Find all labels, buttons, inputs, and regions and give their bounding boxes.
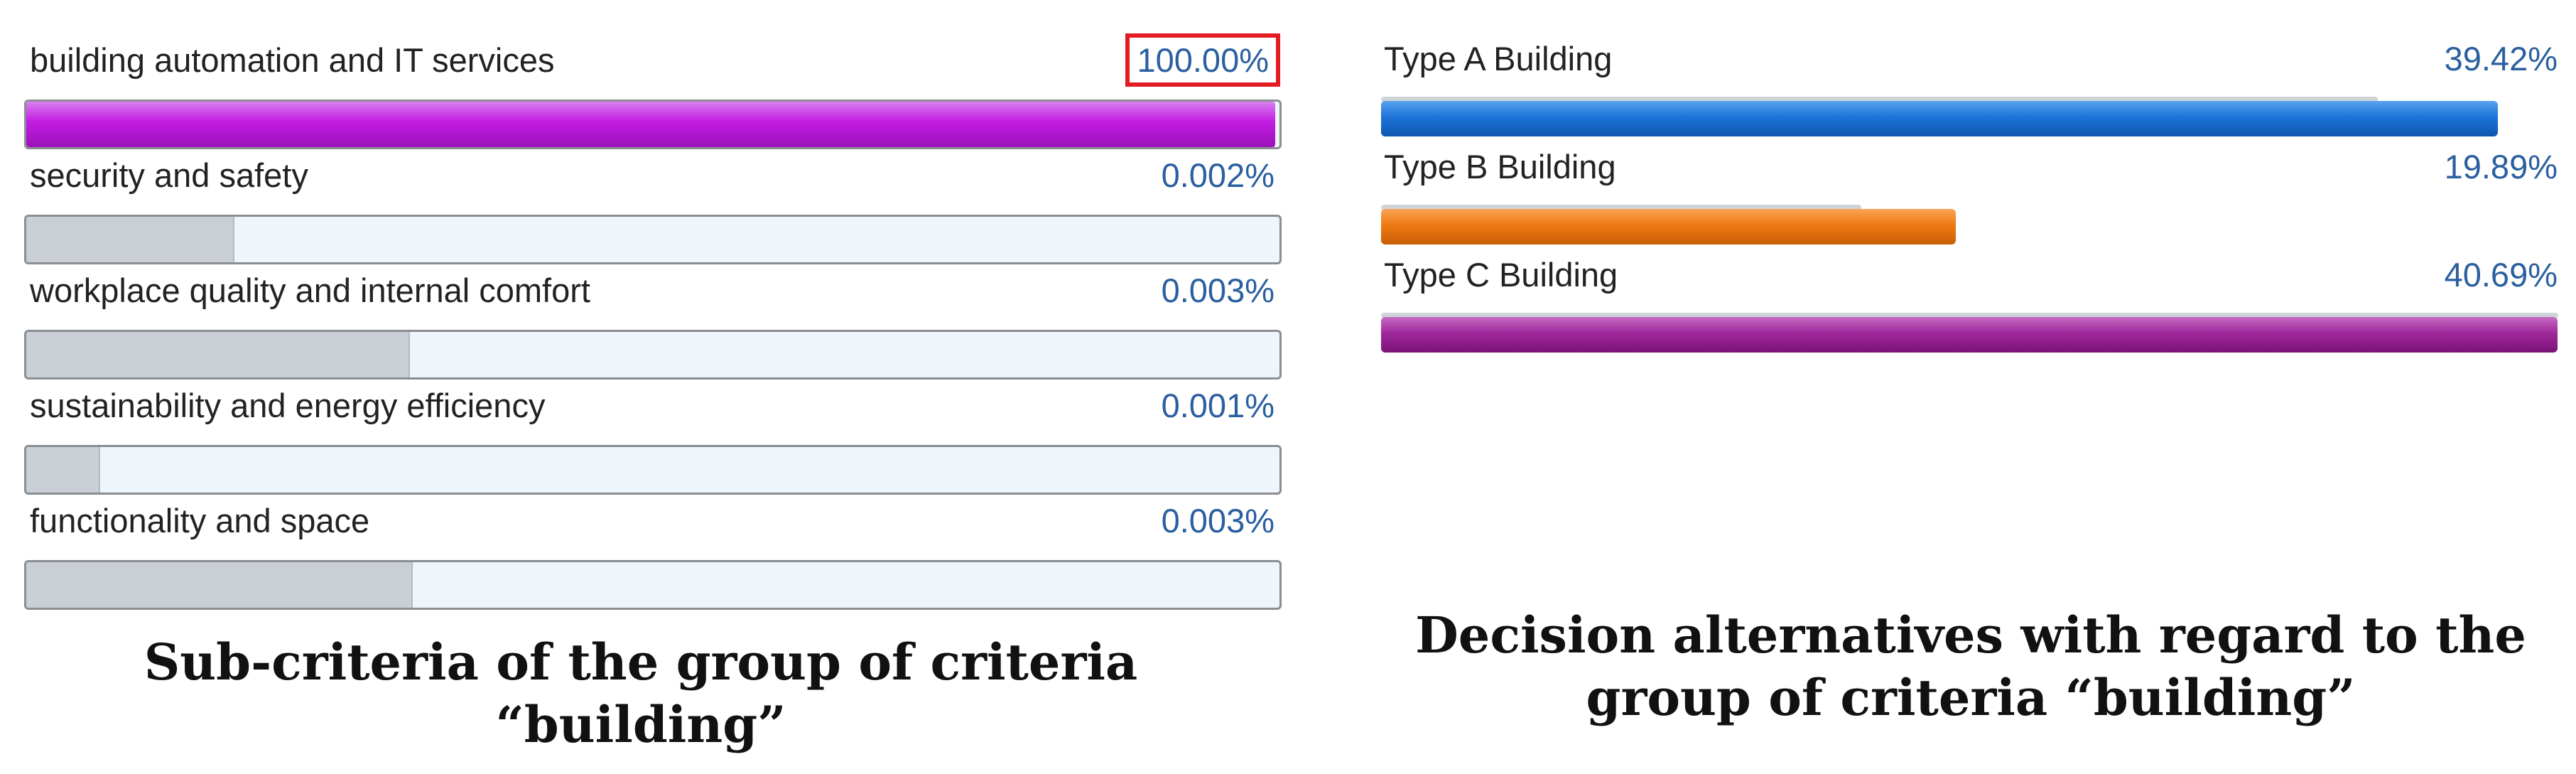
alternatives-caption: Decision alternatives with regard to the… [1415, 606, 2526, 727]
criteria-bar-reference [26, 332, 411, 377]
criteria-bar-fill [26, 102, 1275, 147]
criteria-value-label: 0.001% [1161, 387, 1275, 424]
criteria-label: building automation and IT services [30, 41, 555, 79]
alternative-value-label: 39.42% [2444, 40, 2558, 77]
alternative-value-label: 40.69% [2444, 256, 2558, 294]
alternative-bar-reference [1381, 97, 2378, 102]
alternative-label: Type B Building [1384, 148, 1616, 186]
alternative-row-header: Type C Building 40.69% [1381, 256, 2560, 299]
criteria-label: functionality and space [30, 502, 370, 539]
criteria-bar-reference [26, 562, 413, 608]
alternative-label: Type A Building [1384, 40, 1613, 77]
criteria-value-label: 0.002% [1161, 156, 1275, 194]
alternative-bar-fill [1381, 317, 2558, 353]
criteria-bar-track [24, 560, 1282, 610]
criteria-bar-track [24, 330, 1282, 380]
alternative-bar-reference [1381, 205, 1861, 210]
criteria-value-label: 100.00% [1125, 33, 1280, 87]
alternative-label: Type C Building [1384, 256, 1618, 294]
alternative-bar-track [1381, 205, 2560, 247]
criteria-row-header: building automation and IT services 100.0… [24, 33, 1282, 87]
alternative-bar-track [1381, 97, 2560, 139]
criteria-row-header: functionality and space 0.003% [24, 502, 1282, 544]
criteria-value-label: 0.003% [1161, 502, 1275, 539]
alternative-bar-fill [1381, 101, 2499, 136]
criteria-row-header: security and safety 0.002% [24, 156, 1282, 199]
criteria-label: sustainability and energy efficiency [30, 387, 546, 424]
criteria-bar-track [24, 215, 1282, 264]
criteria-bar-reference [26, 217, 235, 262]
alternative-bar-track [1381, 313, 2560, 355]
criteria-label: security and safety [30, 156, 308, 194]
alternative-bar-reference [1381, 313, 2558, 318]
criteria-row-header: sustainability and energy efficiency 0.00… [24, 387, 1282, 429]
criteria-label: workplace quality and internal comfort [30, 272, 590, 309]
criteria-bar-track [24, 445, 1282, 495]
criteria-bar-track [24, 100, 1282, 149]
criteria-value-label: 0.003% [1161, 272, 1275, 309]
subcriteria-caption: Sub-criteria of the group of criteria “b… [144, 633, 1138, 754]
alternative-bar-fill [1381, 209, 1957, 244]
alternative-row-header: Type B Building 19.89% [1381, 148, 2560, 190]
criteria-row-header: workplace quality and internal comfort 0.… [24, 272, 1282, 314]
alternative-row-header: Type A Building 39.42% [1381, 40, 2560, 82]
criteria-bar-reference [26, 447, 101, 493]
alternative-value-label: 19.89% [2444, 148, 2558, 186]
